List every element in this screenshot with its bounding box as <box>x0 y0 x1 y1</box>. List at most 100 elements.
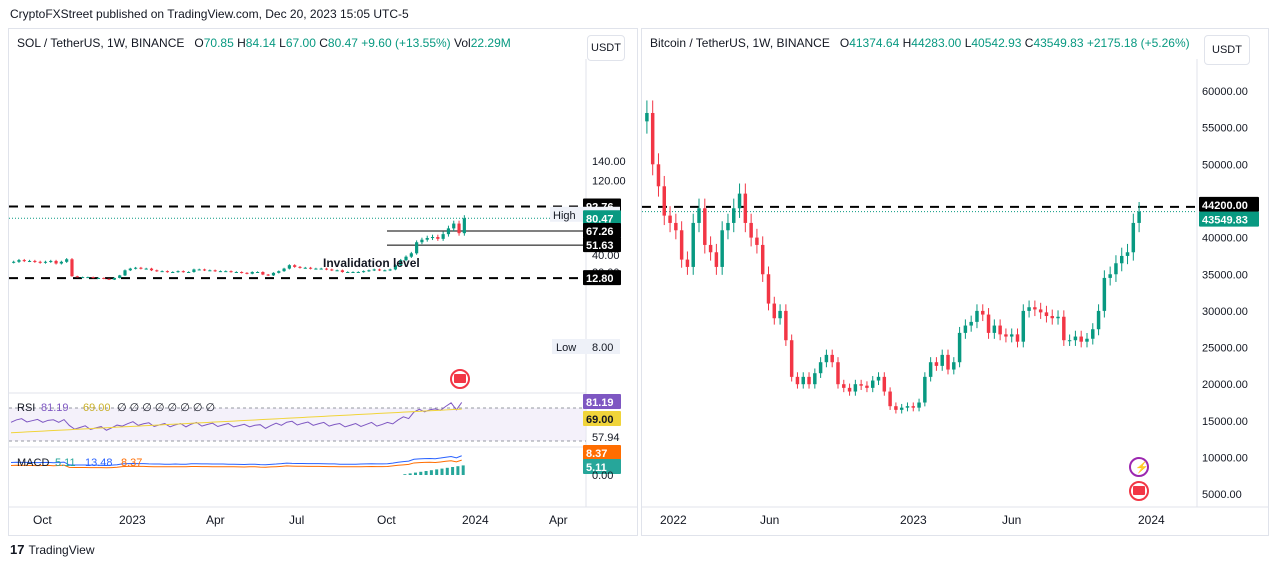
macd-histogram-bar <box>451 467 455 475</box>
candle-body <box>1027 307 1031 311</box>
candle-body <box>123 270 127 276</box>
currency-button[interactable]: USDT <box>1204 35 1250 65</box>
candle-body <box>12 261 16 263</box>
macd-value: 5.11 <box>55 457 76 469</box>
candle-body <box>784 310 788 341</box>
candle-body <box>446 228 451 235</box>
candle-body <box>436 237 440 239</box>
candle-body <box>645 112 649 122</box>
candle-body <box>842 384 846 388</box>
candle-body <box>662 186 667 216</box>
macd-value-3: 8.37 <box>121 457 142 469</box>
candle-body <box>65 259 69 262</box>
candle-body <box>49 260 53 262</box>
sol-chart-svg[interactable]: 140.00120.0060.0040.0020.00Invalidation … <box>9 29 637 535</box>
candle-body <box>743 193 748 223</box>
candle-body <box>245 272 249 274</box>
price-tick: 25000.00 <box>1202 343 1248 355</box>
candle-body <box>287 265 291 269</box>
candle-body <box>1125 252 1130 256</box>
candle-body <box>685 259 690 267</box>
candle-body <box>732 208 736 223</box>
candle-body <box>1044 312 1049 317</box>
candle-body <box>1091 329 1095 339</box>
candle-body <box>737 193 742 209</box>
candle-body <box>240 272 244 273</box>
candle-body <box>708 244 713 253</box>
rsi-tag: 81.19 <box>586 397 614 409</box>
candle-body <box>372 269 376 271</box>
close-label: C <box>319 36 328 50</box>
time-tick: 2023 <box>900 513 927 527</box>
level-tag-67: 67.26 <box>586 226 614 238</box>
candle-body <box>80 277 85 279</box>
candle-body <box>905 406 910 408</box>
price-tick: 40.00 <box>592 250 620 262</box>
candle-body <box>149 268 154 271</box>
candle-body <box>992 325 997 333</box>
footer: 17 TradingView <box>10 542 95 557</box>
candle-body <box>969 321 973 326</box>
candle-body <box>899 407 904 410</box>
candle-body <box>813 373 817 385</box>
rsi-line <box>10 402 463 431</box>
candle-body <box>75 276 79 278</box>
sol-symbol[interactable]: SOL / TetherUS, 1W, BINANCE <box>17 36 185 50</box>
time-tick: Jul <box>289 513 304 527</box>
candle-body <box>1015 334 1020 342</box>
candle-body <box>139 267 143 269</box>
candle-body <box>86 277 90 279</box>
macd-histogram-bar <box>456 466 460 475</box>
rsi-ma-tag-bg <box>583 411 621 426</box>
candle-body <box>1004 334 1008 337</box>
candle-body <box>963 325 968 333</box>
candle-body <box>836 362 840 385</box>
candle-body <box>346 272 350 273</box>
candle-body <box>112 277 116 280</box>
currency-button[interactable]: USDT <box>587 35 625 61</box>
macd-histogram-bar <box>424 471 428 475</box>
level-tag-67-bg <box>583 223 621 239</box>
sol-chart-panel[interactable]: SOL / TetherUS, 1W, BINANCE O70.85 H84.1… <box>8 28 638 536</box>
candle-body <box>377 269 382 271</box>
price-tick: 15000.00 <box>1202 416 1248 428</box>
btc-chart-panel[interactable]: Bitcoin / TetherUS, 1W, BINANCE O41374.6… <box>641 28 1269 536</box>
macd-line <box>10 455 462 466</box>
candle-body <box>1062 316 1066 341</box>
candle-body <box>760 244 765 275</box>
low-label: Low <box>556 342 576 354</box>
candle-body <box>1009 334 1014 337</box>
candle-body <box>330 269 334 271</box>
candle-body <box>171 272 175 273</box>
low-value: 8.00 <box>592 342 613 354</box>
candle-body <box>911 406 916 408</box>
candle-body <box>128 268 132 271</box>
candle-body <box>409 253 413 257</box>
macd-histogram-bar <box>429 470 433 475</box>
btc-chart-svg[interactable]: 60000.00 55000.00 50000.00 40000.00 35000.00… <box>642 29 1268 535</box>
candle-body <box>197 269 201 271</box>
candle-body <box>870 380 875 388</box>
candle-body <box>293 265 297 267</box>
candle-body <box>998 325 1002 335</box>
time-tick: Oct <box>33 513 52 527</box>
macd-histogram-bar <box>408 473 412 475</box>
candle-body <box>957 332 962 363</box>
candle-body <box>1096 310 1101 330</box>
candle-body <box>1108 274 1112 278</box>
btc-symbol[interactable]: Bitcoin / TetherUS, 1W, BINANCE <box>650 36 830 50</box>
candle-body <box>266 274 270 276</box>
candle-body <box>975 310 979 322</box>
publisher-header: CryptoFXStreet published on TradingView.… <box>10 7 409 21</box>
candle-body <box>430 237 435 239</box>
candle-body <box>952 362 956 370</box>
btc-legend: Bitcoin / TetherUS, 1W, BINANCE O41374.6… <box>650 36 1190 50</box>
time-tick: Apr <box>549 513 568 527</box>
candle-body <box>946 354 950 370</box>
candle-body <box>1056 316 1060 319</box>
open-label: O <box>194 36 204 50</box>
candle-body <box>1067 340 1072 342</box>
time-tick: Jun <box>760 513 779 527</box>
macd-signal-tag-bg <box>583 445 621 460</box>
signal-line <box>10 459 462 469</box>
